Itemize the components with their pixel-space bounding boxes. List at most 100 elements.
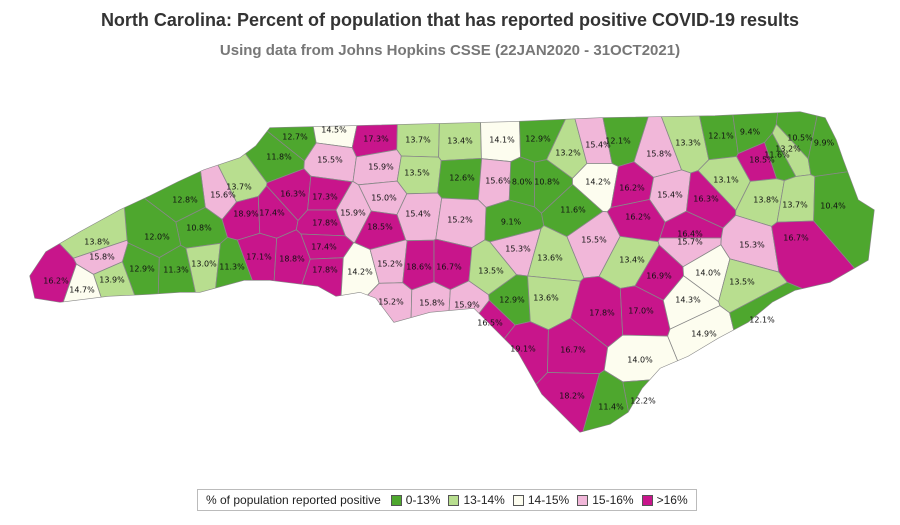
county-value-label: 15.8% — [646, 150, 672, 159]
county-value-label: 15.5% — [317, 156, 343, 165]
county-region[interactable] — [438, 105, 482, 162]
county-region[interactable] — [481, 372, 600, 441]
county-value-label: 18.9% — [233, 210, 259, 219]
county-value-label: 16.3% — [693, 195, 719, 204]
county-value-label: 13.1% — [713, 176, 739, 185]
county-value-label: 15.6% — [485, 177, 511, 186]
county-value-label: 16.5% — [477, 319, 503, 328]
legend-label-14-15: 14-15% — [527, 493, 570, 507]
county-value-label: 14.3% — [675, 296, 701, 305]
county-value-label: 18.2% — [559, 392, 585, 401]
county-value-label: 13.5% — [404, 169, 430, 178]
legend-item-over-16[interactable]: >16% — [641, 493, 688, 507]
map-title: North Carolina: Percent of population th… — [100, 10, 800, 30]
legend-swatch-over-16 — [641, 494, 653, 506]
county-value-label: 12.1% — [605, 137, 631, 146]
county-region[interactable] — [236, 232, 278, 332]
county-value-label: 17.1% — [246, 253, 272, 262]
county-value-label: 13.5% — [478, 267, 504, 276]
county-value-label: 17.4% — [311, 243, 337, 252]
county-value-label: 12.2% — [630, 397, 656, 406]
county-value-label: 12.9% — [129, 265, 155, 274]
county-value-label: 13.9% — [99, 276, 125, 285]
legend-item-15-16[interactable]: 15-16% — [577, 493, 634, 507]
county-value-label: 11.3% — [163, 266, 189, 275]
county-value-label: 8.0% — [512, 178, 533, 187]
county-value-label: 19.1% — [510, 345, 536, 354]
county-value-label: 12.9% — [525, 135, 551, 144]
county-value-label: 12.0% — [144, 233, 170, 242]
county-value-label: 14.9% — [691, 330, 717, 339]
county-value-label: 13.8% — [84, 238, 110, 247]
legend-label-13-14: 13-14% — [463, 493, 505, 507]
county-region[interactable] — [479, 105, 521, 163]
county-region[interactable] — [20, 201, 77, 428]
legend-swatch-14-15 — [512, 494, 524, 506]
county-value-label: 16.2% — [43, 277, 69, 286]
county-value-label: 10.5% — [787, 134, 813, 143]
county-value-label: 15.9% — [340, 209, 366, 218]
county-value-label: 9.9% — [814, 139, 835, 148]
county-value-label: 12.8% — [172, 196, 198, 205]
county-value-label: 16.3% — [280, 190, 306, 199]
county-value-label: 14.0% — [695, 269, 721, 278]
county-value-label: 9.1% — [501, 218, 522, 227]
nc-county-map: 12.7% 14.5% 17.3% 13.7% 13.4% 14.1% 12.9% 13.2%… — [20, 105, 885, 441]
county-value-label: 18.5% — [367, 223, 393, 232]
county-value-label: 16.2% — [619, 184, 645, 193]
legend-title: % of population reported positive — [206, 493, 381, 507]
county-value-label: 14.2% — [585, 178, 611, 187]
county-value-label: 15.8% — [89, 253, 115, 262]
legend-label-15-16: 15-16% — [592, 493, 634, 507]
county-region[interactable] — [351, 105, 399, 158]
county-value-label: 15.2% — [447, 216, 473, 225]
county-region[interactable] — [270, 229, 311, 364]
county-value-label: 10.4% — [820, 202, 846, 211]
county-region[interactable] — [121, 242, 160, 356]
county-value-label: 13.7% — [782, 201, 808, 210]
county-value-label: 12.1% — [708, 132, 734, 141]
county-region[interactable] — [423, 321, 549, 440]
map-subtitle: Using data from Johns Hopkins CSSE (22JA… — [219, 42, 681, 59]
county-value-label: 16.7% — [560, 346, 586, 355]
county-value-label: 14.2% — [347, 268, 373, 277]
county-value-label: 17.3% — [363, 135, 389, 144]
county-value-label: 12.6% — [449, 174, 475, 183]
legend: % of population reported positive 0-13% … — [197, 489, 697, 511]
county-value-label: 15.3% — [739, 241, 765, 250]
county-value-label: 13.4% — [619, 256, 645, 265]
county-value-label: 13.3% — [675, 139, 701, 148]
legend-item-0-13[interactable]: 0-13% — [390, 493, 440, 507]
county-value-label: 15.0% — [371, 194, 397, 203]
legend-swatch-0-13 — [390, 494, 402, 506]
county-value-label: 13.2% — [775, 145, 801, 154]
county-value-label: 17.8% — [589, 309, 615, 318]
county-value-label: 14.5% — [321, 126, 347, 135]
county-value-label: 10.8% — [186, 224, 212, 233]
county-value-label: 18.5% — [749, 156, 775, 165]
county-value-label: 15.9% — [454, 301, 480, 310]
county-value-label: 17.8% — [312, 219, 338, 228]
county-region[interactable] — [622, 376, 755, 440]
county-value-label: 18.8% — [279, 255, 305, 264]
legend-item-13-14[interactable]: 13-14% — [448, 493, 505, 507]
county-value-label: 14.1% — [489, 136, 515, 145]
county-value-label: 13.6% — [533, 294, 559, 303]
legend-swatch-13-14 — [448, 494, 460, 506]
county-value-label: 15.2% — [377, 260, 403, 269]
county-region[interactable] — [396, 105, 441, 158]
county-value-label: 9.4% — [740, 128, 761, 137]
county-value-label: 13.4% — [447, 137, 473, 146]
legend-swatch-15-16 — [577, 494, 589, 506]
county-value-label: 15.3% — [505, 245, 531, 254]
county-region[interactable] — [667, 305, 761, 440]
legend-item-14-15[interactable]: 14-15% — [512, 493, 570, 507]
county-value-label: 13.8% — [753, 196, 779, 205]
county-value-label: 15.8% — [419, 299, 445, 308]
county-value-label: 14.7% — [69, 286, 95, 295]
county-region[interactable] — [729, 281, 885, 440]
county-value-label: 17.4% — [259, 209, 285, 218]
county-value-label: 13.7% — [405, 136, 431, 145]
county-value-label: 13.2% — [555, 149, 581, 158]
county-value-label: 15.7% — [677, 238, 703, 247]
